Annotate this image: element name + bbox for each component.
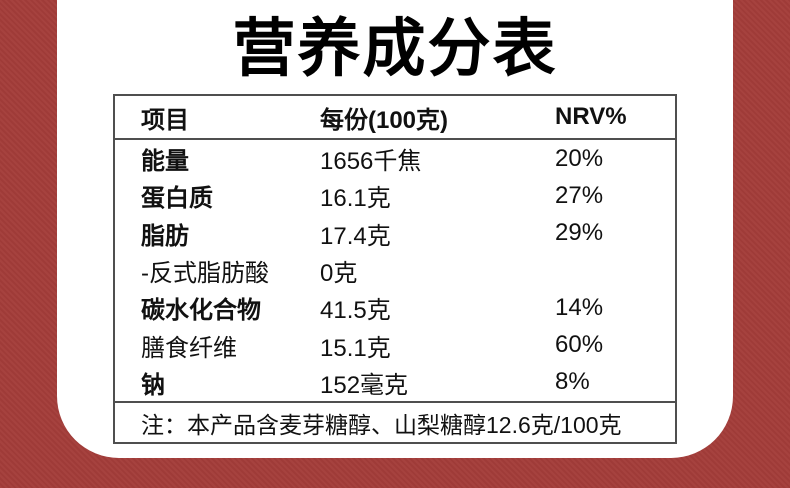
nutrient-nrv: 20% <box>555 144 604 172</box>
table-note: 注：本产品含麦芽糖醇、山梨糖醇12.6克/100克 <box>115 401 675 442</box>
nutrient-name: 脂肪 <box>141 222 189 250</box>
nutrient-nrv: 60% <box>555 331 604 359</box>
table-header-row: 项目 每份(100克) NRV% <box>115 96 675 140</box>
nutrient-name: 膳食纤维 <box>141 334 237 362</box>
table-row: 脂肪 17.4克 29% <box>115 215 675 252</box>
nutrient-name: 钠 <box>141 371 165 399</box>
column-header-per-serving: 每份(100克) <box>320 106 449 134</box>
table-row: 蛋白质 16.1克 27% <box>115 177 675 214</box>
table-row: 膳食纤维 15.1克 60% <box>115 326 675 363</box>
nutrient-value: 15.1克 <box>320 334 391 362</box>
nutrient-name: 能量 <box>141 148 189 176</box>
nutrient-value: 152毫克 <box>320 371 409 399</box>
table-row: 能量 1656千焦 20% <box>115 140 675 177</box>
nutrient-name: 碳水化合物 <box>141 297 261 325</box>
nutrient-value: 41.5克 <box>320 297 391 325</box>
nutrient-nrv: 27% <box>555 181 604 209</box>
nutrient-value: 16.1克 <box>320 185 391 213</box>
nutrition-table: 项目 每份(100克) NRV% 能量 1656千焦 20% 蛋白质 16.1克 27% 脂… <box>113 94 677 444</box>
nutrient-value: 1656千焦 <box>320 148 422 176</box>
table-row: 碳水化合物 41.5克 14% <box>115 289 675 326</box>
nutrient-nrv: 8% <box>555 368 590 396</box>
column-header-item: 项目 <box>141 106 189 134</box>
page-title: 营养成分表 <box>232 14 558 84</box>
nutrient-nrv: 29% <box>555 219 604 247</box>
table-row: 钠 152毫克 8% <box>115 364 675 401</box>
label-panel: 营养成分表 项目 每份(100克) NRV% 能量 1656千焦 20% 蛋白质 16.… <box>57 0 733 458</box>
nutrient-value: 17.4克 <box>320 222 391 250</box>
nutrient-nrv: 14% <box>555 293 604 321</box>
nutrient-name: -反式脂肪酸 <box>141 259 269 287</box>
nutrient-value: 0克 <box>320 259 358 287</box>
table-row: -反式脂肪酸 0克 <box>115 252 675 289</box>
column-header-nrv: NRV% <box>555 103 627 130</box>
nutrient-name: 蛋白质 <box>141 185 213 213</box>
table-body: 能量 1656千焦 20% 蛋白质 16.1克 27% 脂肪 17.4克 29% -反式脂肪酸 0克… <box>115 140 675 401</box>
